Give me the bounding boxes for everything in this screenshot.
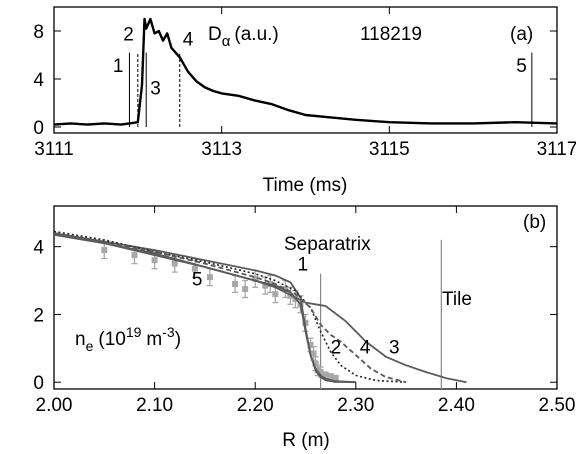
density-unit-exponent: -3 <box>162 324 175 340</box>
panel-b-series <box>53 230 467 384</box>
panel-a-frame <box>53 6 558 134</box>
tile-label: Tile <box>442 289 472 310</box>
measured-point <box>101 247 108 254</box>
profile-curve-5 <box>53 233 356 384</box>
panel-b-xtick-label: 2.00 <box>36 395 73 416</box>
measured-point <box>272 291 279 298</box>
density-symbol: n <box>75 329 86 350</box>
profile-curve-4 <box>53 232 407 384</box>
panel-a-ytick-label: 0 <box>33 118 44 139</box>
panel-b-ytick-label: 0 <box>33 373 44 394</box>
time-marker-label-1: 1 <box>113 56 124 77</box>
measured-point <box>242 286 249 293</box>
panel-b-ytick-label: 2 <box>33 305 44 326</box>
measured-point <box>206 274 213 281</box>
measured-point <box>232 280 239 287</box>
panel-b-xtick-label: 2.50 <box>539 395 576 416</box>
curve-label-5: 5 <box>192 270 203 291</box>
measured-point <box>310 350 317 357</box>
measured-point <box>151 257 158 264</box>
curve-label-1: 1 <box>297 254 308 275</box>
panel-a-xtick-label: 3115 <box>369 139 410 160</box>
panel-b-frame <box>53 205 558 390</box>
density-units-open: (10 <box>98 329 125 350</box>
signal-symbol: D <box>208 24 222 45</box>
panel-a-signal-label: Dα (a.u.) <box>208 24 279 50</box>
curve-label-4: 4 <box>360 337 371 358</box>
time-marker-label-5: 5 <box>516 56 527 77</box>
panel-a-xtick-label: 3117 <box>537 139 576 160</box>
dalpha-series-line <box>53 17 558 126</box>
profile-curve-3 <box>53 233 467 384</box>
signal-subscript: α <box>222 33 231 50</box>
panel-a-xtick-label: 3111 <box>34 139 73 160</box>
panel-b-reference-lines <box>319 239 442 389</box>
measured-point <box>282 286 289 293</box>
panel-b-xtick-label: 2.10 <box>136 395 173 416</box>
panel-b-curve-labels: 1 2 34 5 <box>192 254 400 358</box>
shot-number: 118219 <box>360 24 422 45</box>
measured-point <box>171 260 178 267</box>
panel-a-time-markers: 1 2 3 4 5 <box>113 25 533 127</box>
profile-curve-1 <box>53 232 356 384</box>
measured-point <box>317 369 324 376</box>
density-exponent: 19 <box>126 324 142 340</box>
measured-point <box>307 341 314 348</box>
measured-point <box>262 282 269 289</box>
panel-a-ytick-label: 8 <box>33 22 44 43</box>
panel-b-xtick-label: 2.20 <box>237 395 274 416</box>
density-unit-m: m <box>146 329 162 350</box>
time-marker-label-4: 4 <box>183 29 194 50</box>
panel-a-ticks: 3111 3113 3115 3117 0 4 8 <box>33 7 576 160</box>
time-marker-label-3: 3 <box>150 79 161 100</box>
measured-point <box>327 374 334 381</box>
panel-a-ytick-label: 4 <box>33 70 44 91</box>
measured-point <box>312 360 319 367</box>
panel-b-xlabel: R (m) <box>282 430 329 451</box>
panel-b-annotation: (b) <box>523 212 546 233</box>
panel-a-series <box>53 17 558 126</box>
curve-label-3: 3 <box>389 337 400 358</box>
panel-b-xtick-label: 2.30 <box>337 395 374 416</box>
measured-point <box>191 265 198 272</box>
signal-units: (a.u.) <box>234 24 278 45</box>
density-subscript: e <box>86 338 94 354</box>
panel-a-xtick-label: 3113 <box>201 139 242 160</box>
panel-b-ytick-label: 4 <box>33 238 44 259</box>
measured-point <box>322 372 329 379</box>
density-label: ne (1019 m-3) <box>75 324 181 354</box>
separatrix-label: Separatrix <box>284 234 371 255</box>
measured-point <box>131 252 138 259</box>
panel-b-xtick-label: 2.40 <box>438 395 475 416</box>
curve-label-2: 2 <box>331 337 342 358</box>
panel-a-xlabel: Time (ms) <box>263 175 348 196</box>
panel-a-annotation: (a) <box>510 24 533 45</box>
profile-curve-2 <box>53 230 407 383</box>
measured-point <box>332 375 339 382</box>
density-units-close: ) <box>175 329 181 350</box>
time-marker-label-2: 2 <box>123 25 134 46</box>
measured-point <box>252 275 259 282</box>
